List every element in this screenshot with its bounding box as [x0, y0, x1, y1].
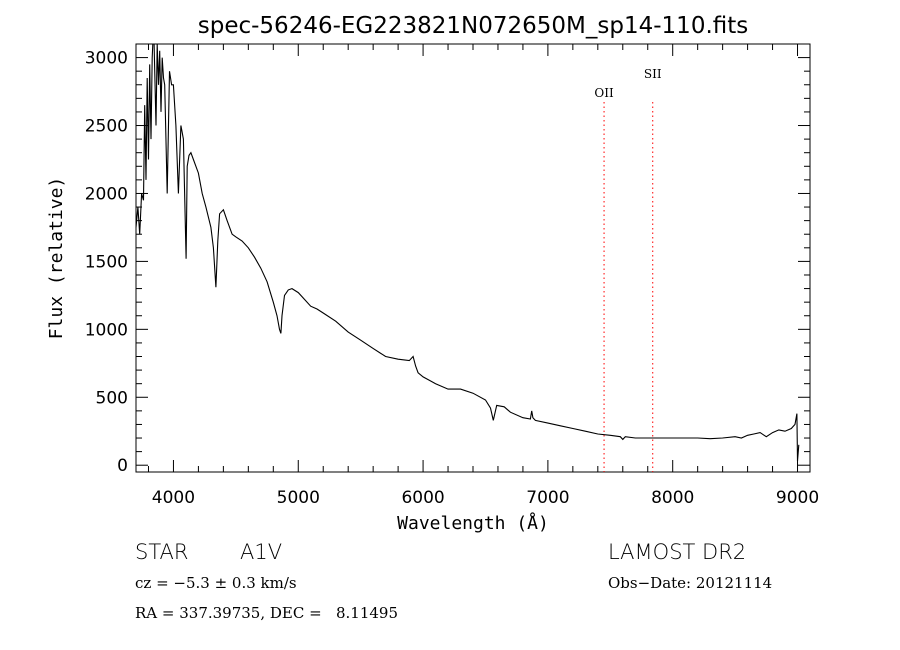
x-tick-label: 4000: [152, 488, 195, 508]
x-tick-label: 5000: [277, 488, 320, 508]
x-axis: 4000 5000 6000 7000 8000 9000: [147, 44, 819, 508]
y-tick-label: 1500: [85, 252, 128, 272]
y-tick-label: 2500: [85, 117, 128, 137]
y-tick-label: 500: [96, 388, 128, 408]
x-tick-label: 6000: [401, 488, 444, 508]
x-tick-label: 7000: [526, 488, 569, 508]
x-tick-label: 8000: [651, 488, 694, 508]
y-tick-label: 2000: [85, 184, 128, 204]
line-marker-label: SII: [644, 67, 662, 81]
line-markers: OII SII: [594, 67, 662, 472]
coordinates: RA = 337.39735, DEC = 8.11495: [135, 604, 399, 622]
y-tick-label: 1000: [85, 320, 128, 340]
spectrum-line: [135, 43, 800, 462]
line-marker-label: OII: [594, 86, 614, 100]
x-tick-label: 9000: [776, 488, 819, 508]
y-tick-label: 3000: [85, 49, 128, 69]
obs-date: Obs−Date: 20121114: [608, 574, 773, 592]
object-class: STAR: [135, 540, 189, 564]
y-tick-label: 0: [117, 456, 128, 476]
y-axis-label: Flux (relative): [46, 177, 67, 340]
plot-frame: [135, 43, 811, 473]
spectrum-chart: spec-56246-EG223821N072650M_sp14-110.fit…: [46, 13, 819, 534]
y-axis: 0 500 1000 1500 2000 2500 3000: [85, 49, 810, 476]
x-axis-label: Wavelength (Å): [397, 512, 549, 534]
redshift: cz = −5.3 ± 0.3 km/s: [135, 574, 297, 592]
object-subclass: A1V: [240, 540, 283, 564]
survey-name: LAMOST DR2: [608, 540, 747, 564]
chart-title: spec-56246-EG223821N072650M_sp14-110.fit…: [198, 13, 749, 39]
